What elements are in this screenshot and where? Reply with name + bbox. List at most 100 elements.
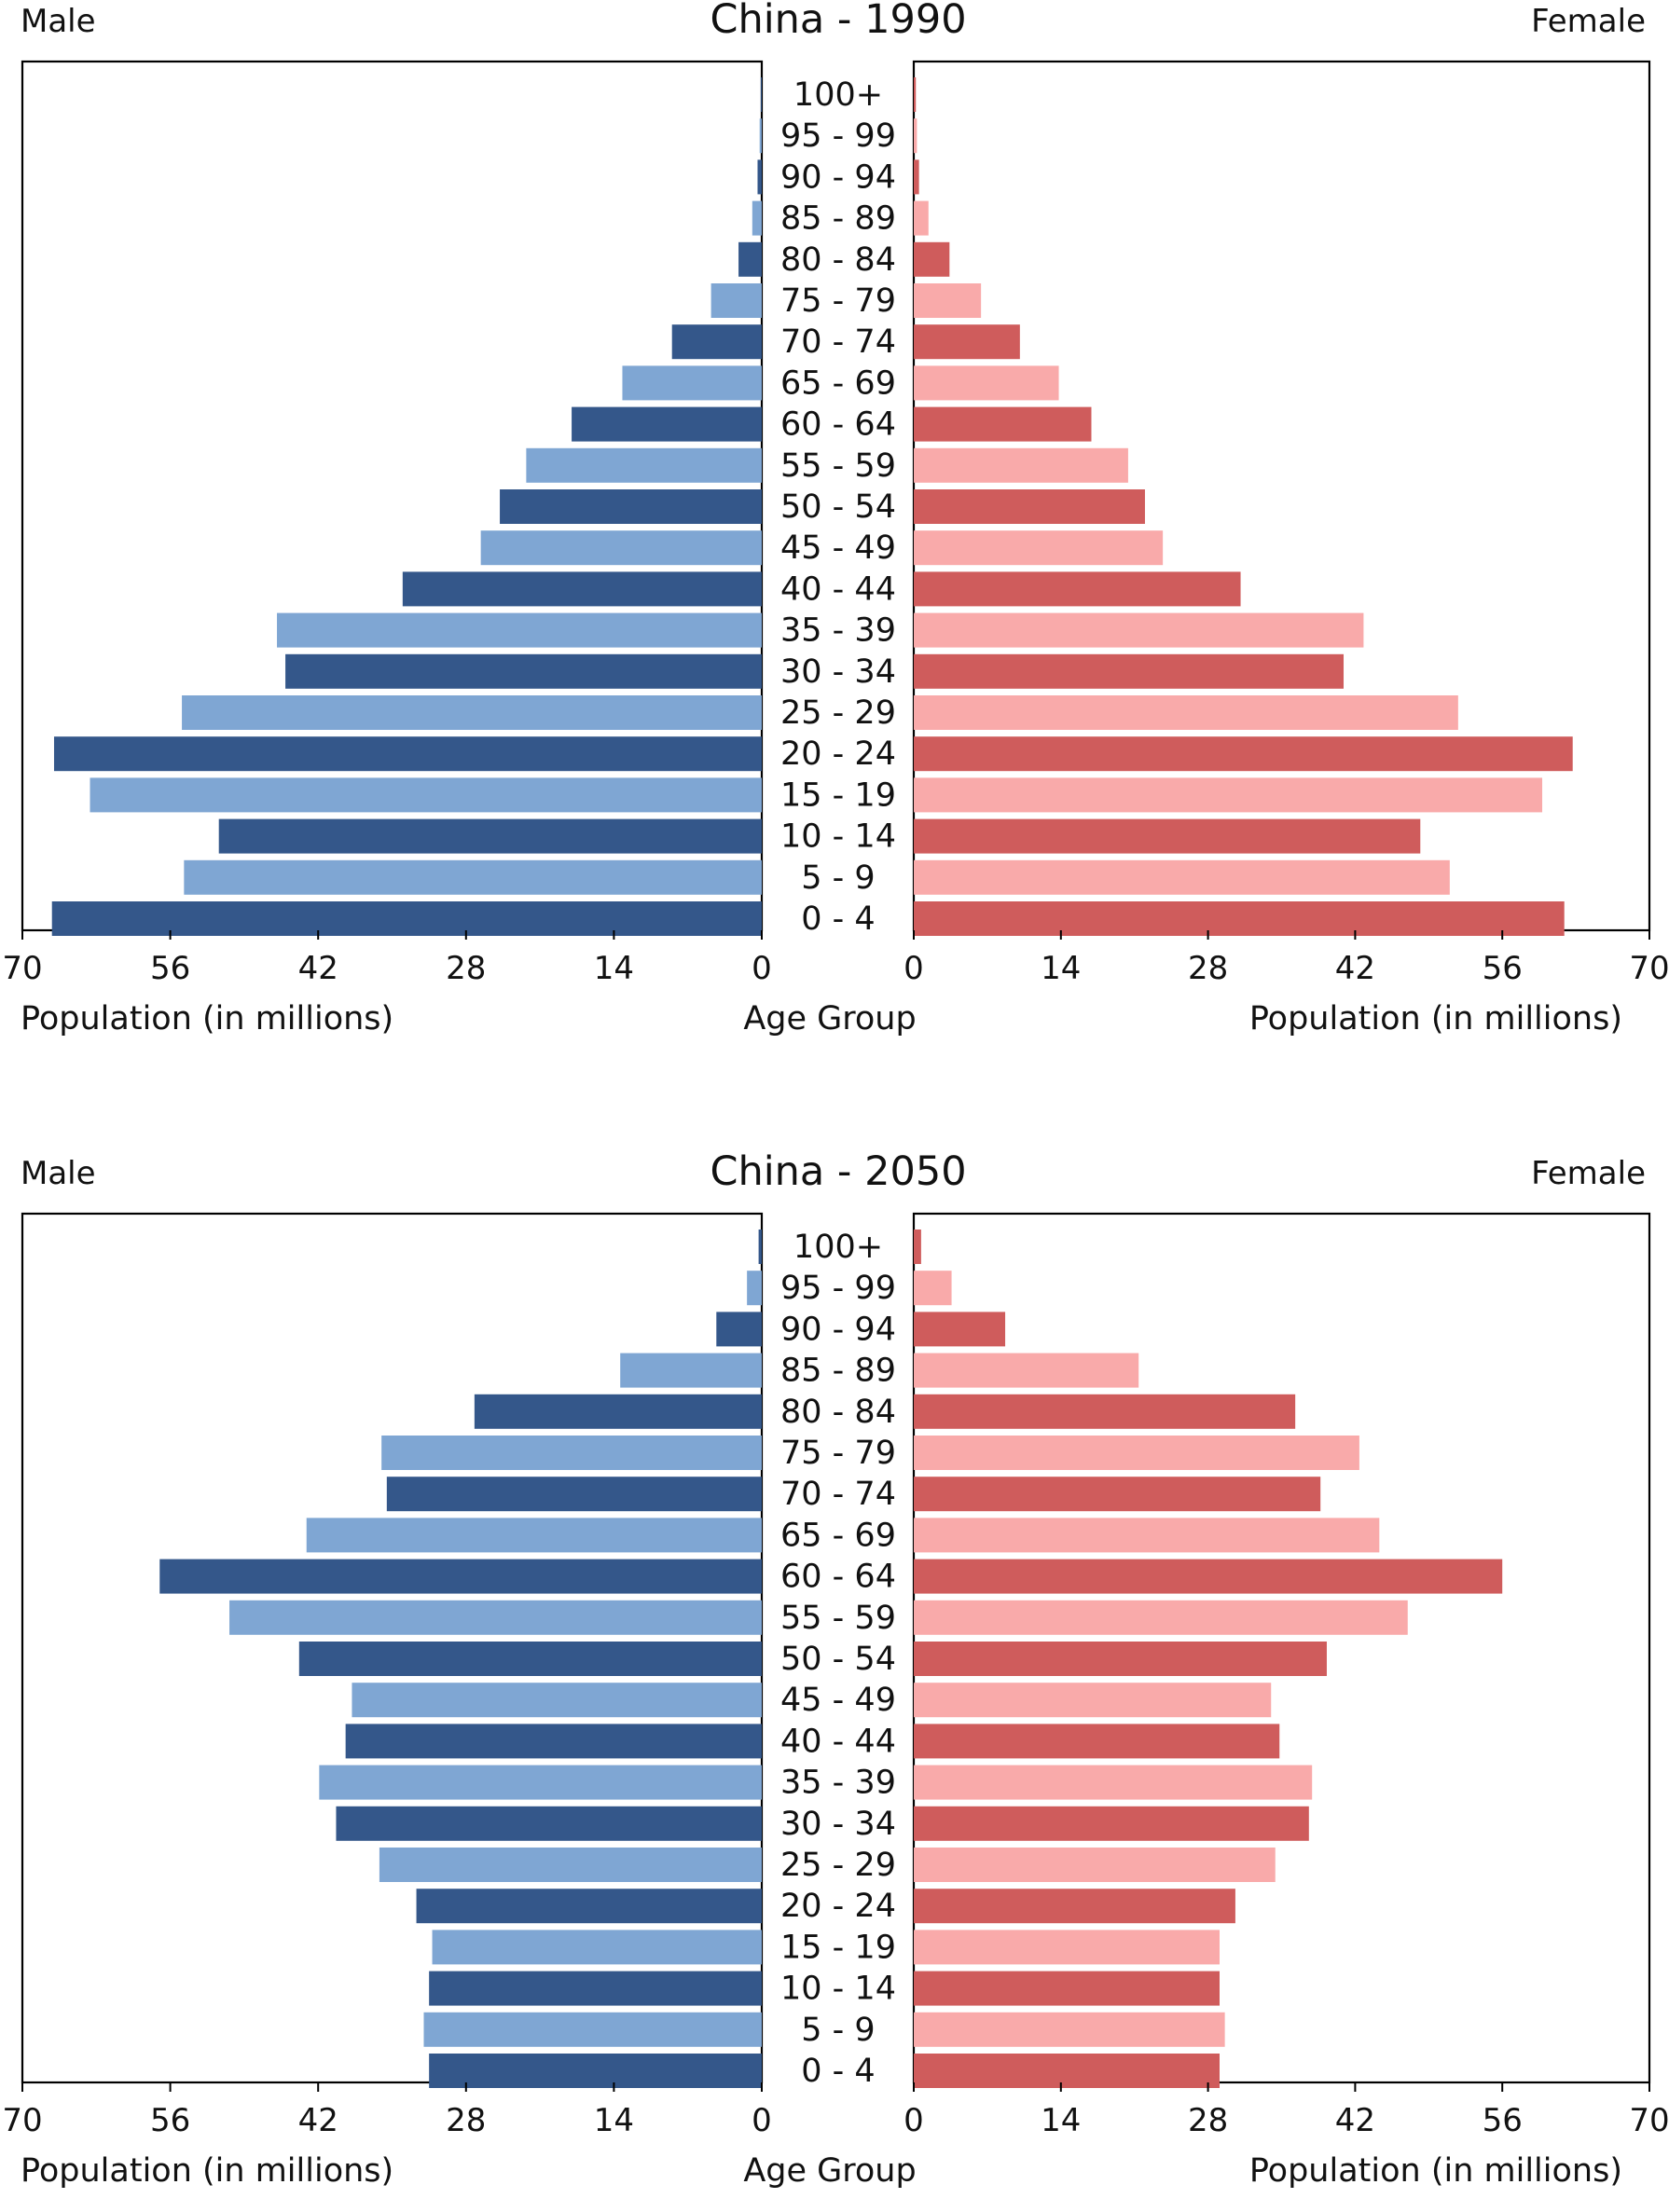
male-tick-label: 56: [150, 950, 190, 987]
female-bar: [914, 2012, 1225, 2047]
female-bar: [914, 1353, 1139, 1388]
male-bar: [381, 1436, 762, 1470]
female-bar: [914, 1394, 1296, 1429]
age-group-label: 90 - 94: [780, 158, 896, 196]
male-bar: [526, 447, 762, 483]
female-axis-label: Population (in millions): [1249, 1000, 1622, 1037]
age-group-label: 80 - 84: [780, 1394, 896, 1431]
age-group-label: 90 - 94: [780, 1311, 896, 1348]
female-bar: [914, 859, 1450, 895]
age-group-label: 70 - 74: [780, 1476, 896, 1513]
age-group-label: 85 - 89: [780, 200, 896, 238]
male-bar: [159, 1559, 762, 1594]
female-tick-label: 70: [1629, 2102, 1669, 2139]
age-group-label: 45 - 49: [780, 529, 896, 567]
male-tick-label: 14: [594, 950, 634, 987]
male-bar: [710, 283, 762, 318]
female-bar: [914, 612, 1364, 648]
female-bar: [914, 489, 1145, 524]
male-bar: [757, 159, 762, 195]
male-bar: [285, 653, 762, 689]
male-tick-label: 0: [752, 950, 772, 987]
male-bar: [474, 1394, 762, 1429]
pyramid-panel-1: China - 2050 Male Female 100+ 95 - 99 90 - 94…: [2, 1148, 1669, 2190]
female-bar: [914, 406, 1092, 442]
female-label: Female: [1531, 3, 1646, 40]
female-bar: [914, 1436, 1359, 1470]
male-tick-label: 70: [2, 2102, 42, 2139]
male-bar: [432, 1930, 762, 1965]
age-group-label: 20 - 24: [780, 1888, 896, 1925]
female-bar: [914, 653, 1345, 689]
male-tick-label: 28: [446, 950, 486, 987]
female-bar: [914, 1806, 1309, 1841]
male-axis-label: Population (in millions): [21, 1000, 393, 1037]
age-group-label: 20 - 24: [780, 735, 896, 773]
age-group-label: 80 - 84: [780, 241, 896, 279]
male-bar: [229, 1600, 763, 1635]
male-bar: [620, 1353, 762, 1388]
male-tick-label: 42: [298, 2102, 338, 2139]
male-tick-label: 28: [446, 2102, 486, 2139]
female-tick-label: 70: [1629, 950, 1669, 987]
age-group-label: 5 - 9: [801, 859, 875, 897]
female-bar: [914, 901, 1565, 936]
age-group-label: 55 - 59: [780, 447, 896, 485]
female-bar: [914, 118, 917, 154]
female-tick-label: 56: [1483, 950, 1523, 987]
male-bar: [402, 571, 762, 607]
female-axis-label: Population (in millions): [1249, 2152, 1622, 2190]
female-tick-label: 42: [1335, 950, 1375, 987]
female-tick-label: 42: [1335, 2102, 1375, 2139]
male-bar: [182, 695, 763, 730]
male-bar: [752, 200, 762, 236]
female-bar: [914, 1559, 1503, 1594]
female-tick-label: 14: [1041, 2102, 1081, 2139]
age-group-label: 85 - 89: [780, 1353, 896, 1390]
male-bar: [352, 1683, 762, 1718]
male-bar: [336, 1806, 762, 1841]
male-tick-label: 70: [2, 950, 42, 987]
male-axis-label: Population (in millions): [21, 2152, 393, 2190]
age-group-label: 75 - 79: [780, 282, 896, 320]
male-bar: [671, 324, 762, 360]
age-group-label: 75 - 79: [780, 1435, 896, 1472]
age-axis-label: Age Group: [743, 2152, 916, 2190]
male-bar: [429, 1971, 762, 2006]
age-group-label: 25 - 29: [780, 1847, 896, 1884]
age-group-label: 40 - 44: [780, 570, 896, 608]
male-bar: [480, 530, 762, 566]
chart-title: China - 1990: [710, 0, 966, 43]
female-tick-label: 14: [1041, 950, 1081, 987]
male-bar: [53, 736, 762, 772]
female-bar: [914, 1642, 1327, 1676]
female-bar: [914, 1271, 952, 1306]
female-bar: [914, 695, 1458, 730]
male-bar: [298, 1642, 762, 1676]
age-group-label: 50 - 54: [780, 1641, 896, 1678]
female-bar: [914, 1230, 921, 1264]
age-group-label: 60 - 64: [780, 1559, 896, 1596]
male-bar: [423, 2012, 762, 2047]
age-group-label: 15 - 19: [780, 1929, 896, 1966]
female-bar: [914, 324, 1020, 360]
male-bar: [416, 1889, 762, 1924]
age-group-label: 55 - 59: [780, 1600, 896, 1637]
age-group-label: 50 - 54: [780, 488, 896, 526]
male-bar: [572, 406, 762, 442]
age-group-label: 95 - 99: [780, 117, 896, 155]
age-group-label: 60 - 64: [780, 406, 896, 444]
female-bar: [914, 1848, 1276, 1882]
male-label: Male: [21, 1155, 96, 1192]
female-bar: [914, 1683, 1272, 1718]
female-bar: [914, 571, 1241, 607]
female-bar: [914, 1477, 1321, 1512]
female-bar: [914, 241, 950, 277]
male-bar: [379, 1848, 762, 1882]
female-bar: [914, 1930, 1220, 1965]
male-bar: [277, 612, 763, 648]
male-tick-label: 0: [752, 2102, 772, 2139]
age-group-label: 25 - 29: [780, 694, 896, 732]
